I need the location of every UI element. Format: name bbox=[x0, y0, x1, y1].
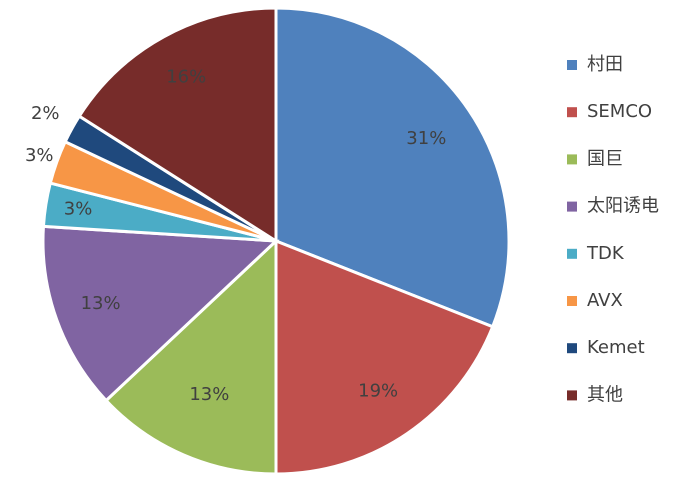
legend-label: 国巨 bbox=[587, 148, 623, 169]
data-label: 3% bbox=[64, 199, 93, 220]
data-label: 13% bbox=[189, 384, 229, 405]
pie-slice bbox=[41, 224, 280, 403]
legend-swatch bbox=[567, 107, 577, 118]
data-label: 3% bbox=[25, 145, 54, 166]
pie-slice bbox=[77, 6, 278, 244]
data-label: 19% bbox=[358, 380, 398, 401]
legend-swatch bbox=[567, 154, 577, 165]
legend-label: 其他 bbox=[587, 384, 623, 405]
legend-swatch bbox=[567, 60, 577, 70]
legend-label: AVX bbox=[587, 290, 623, 311]
legend-label: TDK bbox=[586, 243, 625, 264]
pie-slice bbox=[104, 237, 278, 476]
data-label: 16% bbox=[166, 67, 206, 88]
pie-slice bbox=[274, 6, 511, 329]
legend-swatch bbox=[567, 390, 577, 401]
data-label: 31% bbox=[406, 128, 446, 149]
data-label: 13% bbox=[81, 293, 121, 314]
legend-swatch bbox=[567, 201, 577, 212]
legend-swatch bbox=[567, 296, 577, 306]
data-label: 2% bbox=[31, 103, 60, 124]
legend-label: 村田 bbox=[587, 54, 623, 75]
legend-swatch bbox=[567, 248, 577, 259]
legend-label: 太阳诱电 bbox=[587, 196, 659, 217]
legend-label: Kemet bbox=[587, 337, 645, 358]
legend-label: SEMCO bbox=[587, 101, 652, 122]
pie-slice bbox=[274, 238, 495, 476]
legend-swatch bbox=[567, 343, 577, 354]
